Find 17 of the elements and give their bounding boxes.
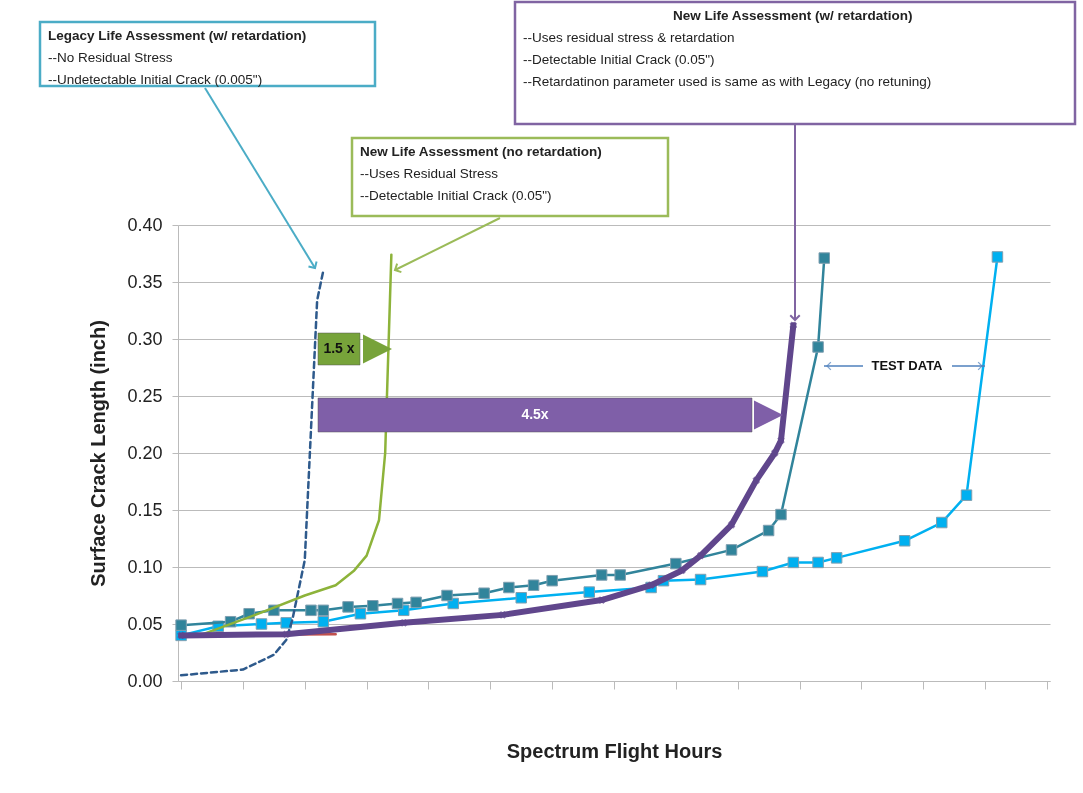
text: New Life Assessment (no retardation) --Uses Residual Stress --Detectable Initial Crack (0.05") xyxy=(360,144,602,203)
y-tick-label: 0.35 xyxy=(127,271,163,292)
text: Legacy Life Assessment (w/ retardation) --No Residual Stress --Undetectable Initial Crack (0.005") xyxy=(48,28,307,87)
y-tick-label: 0.10 xyxy=(127,556,163,577)
y-axis-title: Surface Crack Length (inch) xyxy=(87,320,110,587)
y-tick-label: 0.15 xyxy=(127,499,163,520)
annotation: 1.5 x xyxy=(323,340,355,356)
text: New Life Assessment (w/ retardation) --Uses residual stress & retardation --Detectable Initial Crack (0.05") --Retardatinon parameter used is same as with Legacy (no retuning) xyxy=(523,8,932,89)
x-axis-title: Spectrum Flight Hours xyxy=(506,740,723,762)
y-tick-label: 0.25 xyxy=(127,385,163,406)
y-tick-label: 0.05 xyxy=(127,613,163,634)
annotation: TEST DATA xyxy=(871,358,944,373)
y-tick-label: 0.00 xyxy=(127,670,163,691)
annotation: 4.5x xyxy=(521,406,549,422)
y-tick-label: 0.20 xyxy=(127,442,163,463)
y-tick-label: 0.40 xyxy=(127,214,163,235)
y-tick-label: 0.30 xyxy=(127,328,163,349)
